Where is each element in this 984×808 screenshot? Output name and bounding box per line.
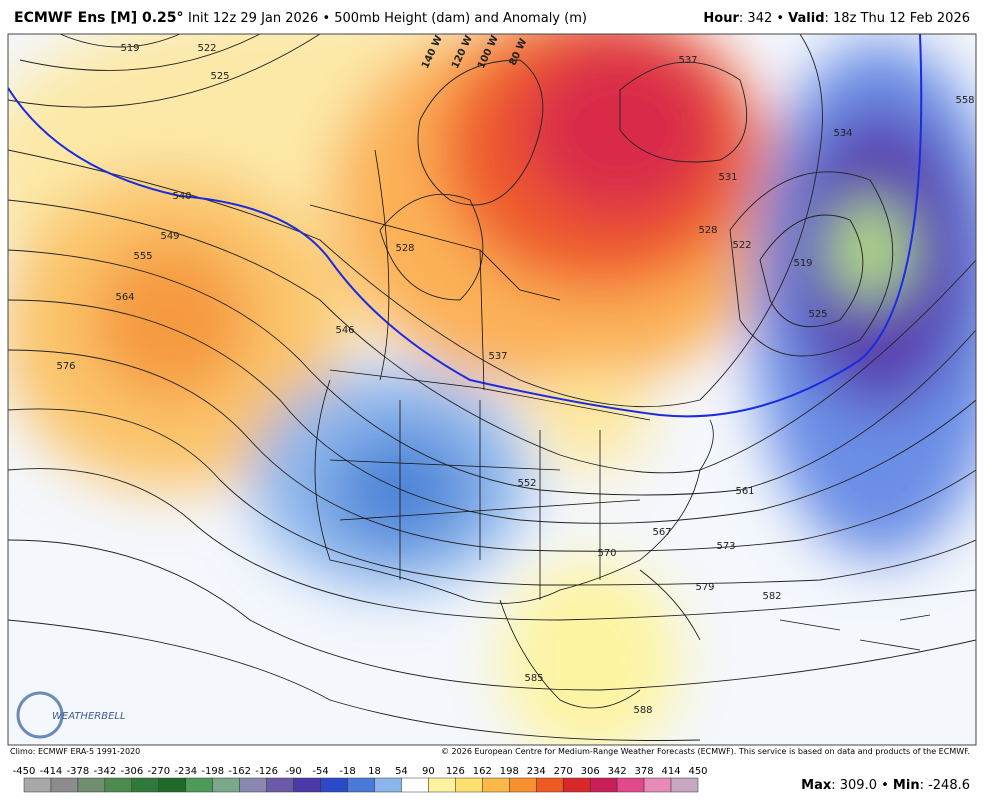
colorbar-label: -126 — [255, 766, 278, 777]
colorbar-swatch — [320, 777, 348, 793]
colorbar-label: 342 — [608, 766, 627, 777]
contour-label: 576 — [56, 361, 75, 372]
contour-label: 579 — [695, 582, 714, 593]
colorbar-swatch — [131, 777, 160, 793]
colorbar-swatch — [77, 777, 106, 793]
colorbar-label: -234 — [174, 766, 197, 777]
contour-label: 561 — [735, 486, 754, 497]
contour-label: 555 — [133, 251, 152, 262]
colorbar: -450 -414 -378 -342 -306 -270 -234 -198 -162 -126… — [13, 766, 708, 793]
contour-label: 573 — [716, 541, 735, 552]
contour-label: 519 — [120, 43, 139, 54]
colorbar-swatch — [509, 777, 537, 793]
colorbar-swatch — [239, 777, 267, 793]
colorbar-label: 450 — [688, 766, 707, 777]
colorbar-label: -270 — [147, 766, 170, 777]
colorbar-label: 90 — [422, 766, 435, 777]
contour-label: 519 — [793, 258, 812, 269]
contour-label: 537 — [488, 351, 507, 362]
contour-label: 531 — [718, 172, 737, 183]
contour-label: 537 — [678, 55, 697, 66]
colorbar-label: -18 — [339, 766, 355, 777]
colorbar-label: 126 — [446, 766, 465, 777]
climo-note: Climo: ECMWF ERA-5 1991-2020 — [10, 747, 140, 756]
colorbar-swatch — [212, 777, 240, 793]
anomaly-field — [8, 34, 976, 745]
colorbar-label: 378 — [635, 766, 654, 777]
copyright: © 2026 European Centre for Medium-Range … — [441, 747, 970, 756]
colorbar-label: 18 — [368, 766, 381, 777]
colorbar-swatch — [589, 777, 618, 793]
contour-label: 540 — [172, 191, 191, 202]
colorbar-label: -414 — [40, 766, 63, 777]
logo-text: WEATHERBELL — [52, 711, 126, 722]
contour-label: 546 — [335, 325, 354, 336]
colorbar-label: 414 — [661, 766, 680, 777]
colorbar-swatch — [428, 777, 456, 793]
colorbar-swatch — [535, 777, 564, 793]
contour-label: 570 — [597, 548, 616, 559]
colorbar-label: -90 — [285, 766, 301, 777]
colorbar-swatch — [185, 777, 213, 793]
contour-label: 567 — [652, 527, 671, 538]
contour-label: 582 — [762, 591, 781, 602]
colorbar-swatch — [482, 777, 510, 793]
colorbar-label: -54 — [312, 766, 328, 777]
colorbar-swatch — [50, 777, 79, 793]
map-frame — [7, 33, 977, 746]
contour-label: 534 — [833, 128, 852, 139]
colorbar-label: 162 — [473, 766, 492, 777]
valid-time: Hour: 342 • Valid: 18z Thu 12 Feb 2026 — [703, 11, 970, 26]
colorbar-swatch — [293, 777, 321, 793]
colorbar-label: -162 — [228, 766, 251, 777]
contour-label: 525 — [210, 71, 229, 82]
colorbar-swatch — [643, 777, 672, 793]
height-contours — [8, 34, 976, 741]
contour-540 — [8, 34, 923, 418]
colorbar-swatch — [401, 777, 429, 793]
colorbar-label: 270 — [554, 766, 573, 777]
contour-label: 564 — [115, 292, 134, 303]
colorbar-swatch — [347, 777, 375, 793]
colorbar-swatch — [23, 777, 52, 793]
contour-label: 558 — [955, 95, 974, 106]
colorbar-label: -306 — [120, 766, 143, 777]
colorbar-swatch — [455, 777, 483, 793]
colorbar-swatch — [562, 777, 591, 793]
colorbar-label: 234 — [527, 766, 546, 777]
colorbar-swatch — [670, 777, 699, 793]
map: 519 522 525 540 549 555 564 576 546 528 537 552 567 5… — [8, 34, 976, 745]
contour-label: 552 — [517, 478, 536, 489]
colorbar-label: -378 — [67, 766, 90, 777]
colorbar-swatch — [266, 777, 294, 793]
colorbar-swatch — [374, 777, 402, 793]
colorbar-label: 306 — [581, 766, 600, 777]
contour-label: 585 — [524, 673, 543, 684]
colorbar-swatch — [104, 777, 133, 793]
contour-label: 549 — [160, 231, 179, 242]
colorbar-label: -450 — [13, 766, 36, 777]
contour-label: 522 — [197, 43, 216, 54]
contour-label: 522 — [732, 240, 751, 251]
weatherbell-logo: WEATHERBELL — [16, 691, 126, 739]
contour-label: 525 — [808, 309, 827, 320]
borders — [309, 149, 931, 709]
colorbar-swatch — [616, 777, 645, 793]
title: ECMWF Ens [M] 0.25° Init 12z 29 Jan 2026… — [14, 10, 587, 26]
colorbar-label: 198 — [500, 766, 519, 777]
colorbar-label: -342 — [94, 766, 117, 777]
colorbar-swatch — [158, 777, 187, 793]
colorbar-label: -198 — [201, 766, 224, 777]
colorbar-label: 54 — [395, 766, 408, 777]
contour-label: 528 — [698, 225, 717, 236]
contour-label: 588 — [633, 705, 652, 716]
max-min: Max: 309.0 • Min: -248.6 — [801, 778, 970, 793]
contour-label: 528 — [395, 243, 414, 254]
